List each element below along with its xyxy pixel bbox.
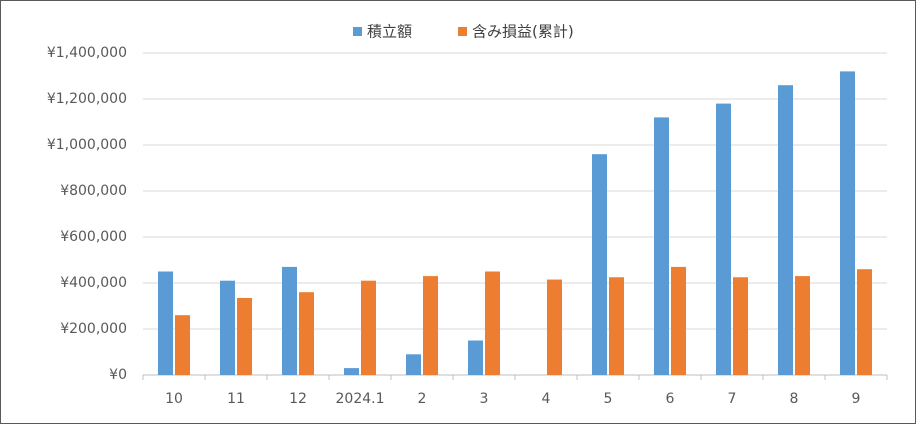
bar xyxy=(733,277,748,375)
bar xyxy=(778,85,793,375)
x-tick-label: 4 xyxy=(542,391,551,407)
bar xyxy=(344,368,359,375)
y-tick-label: ¥600,000 xyxy=(60,229,127,245)
x-tick-label: 6 xyxy=(666,391,675,407)
bar xyxy=(282,266,297,375)
x-tick-label: 12 xyxy=(289,391,307,407)
x-tick-label: 5 xyxy=(604,391,613,407)
y-tick-label: ¥1,400,000 xyxy=(47,45,127,61)
bar xyxy=(237,297,252,375)
y-tick-label: ¥400,000 xyxy=(60,275,127,291)
x-tick-label: 10 xyxy=(165,391,183,407)
bar xyxy=(423,276,438,375)
legend-label: 積立額 xyxy=(367,23,412,41)
bar xyxy=(361,280,376,375)
bar xyxy=(592,154,607,375)
y-tick-label: ¥200,000 xyxy=(60,321,127,337)
bar xyxy=(840,71,855,376)
bar xyxy=(547,279,562,375)
x-tick-label: 9 xyxy=(852,391,861,407)
bar xyxy=(609,277,624,375)
x-tick-label: 2024.1 xyxy=(336,391,385,407)
y-tick-label: ¥0 xyxy=(109,367,127,383)
x-tick-label: 3 xyxy=(480,391,489,407)
bar xyxy=(406,354,421,375)
bar xyxy=(671,266,686,375)
bar xyxy=(654,117,669,376)
y-tick-label: ¥800,000 xyxy=(60,183,127,199)
bar xyxy=(795,276,810,375)
bar xyxy=(716,103,731,375)
bar xyxy=(220,280,235,375)
bar xyxy=(158,271,173,375)
x-tick-label: 8 xyxy=(790,391,799,407)
y-tick-label: ¥1,000,000 xyxy=(47,137,127,153)
bar xyxy=(485,271,500,375)
x-tick-label: 7 xyxy=(728,391,737,407)
bar xyxy=(857,269,872,375)
y-tick-label: ¥1,200,000 xyxy=(47,91,127,107)
legend-swatch xyxy=(458,27,467,36)
legend-label: 含み損益(累計) xyxy=(472,23,574,41)
bar xyxy=(468,340,483,375)
bar xyxy=(175,315,190,375)
bar xyxy=(299,292,314,375)
legend-swatch xyxy=(353,27,362,36)
x-tick-label: 11 xyxy=(227,391,245,407)
x-tick-label: 2 xyxy=(418,391,427,407)
